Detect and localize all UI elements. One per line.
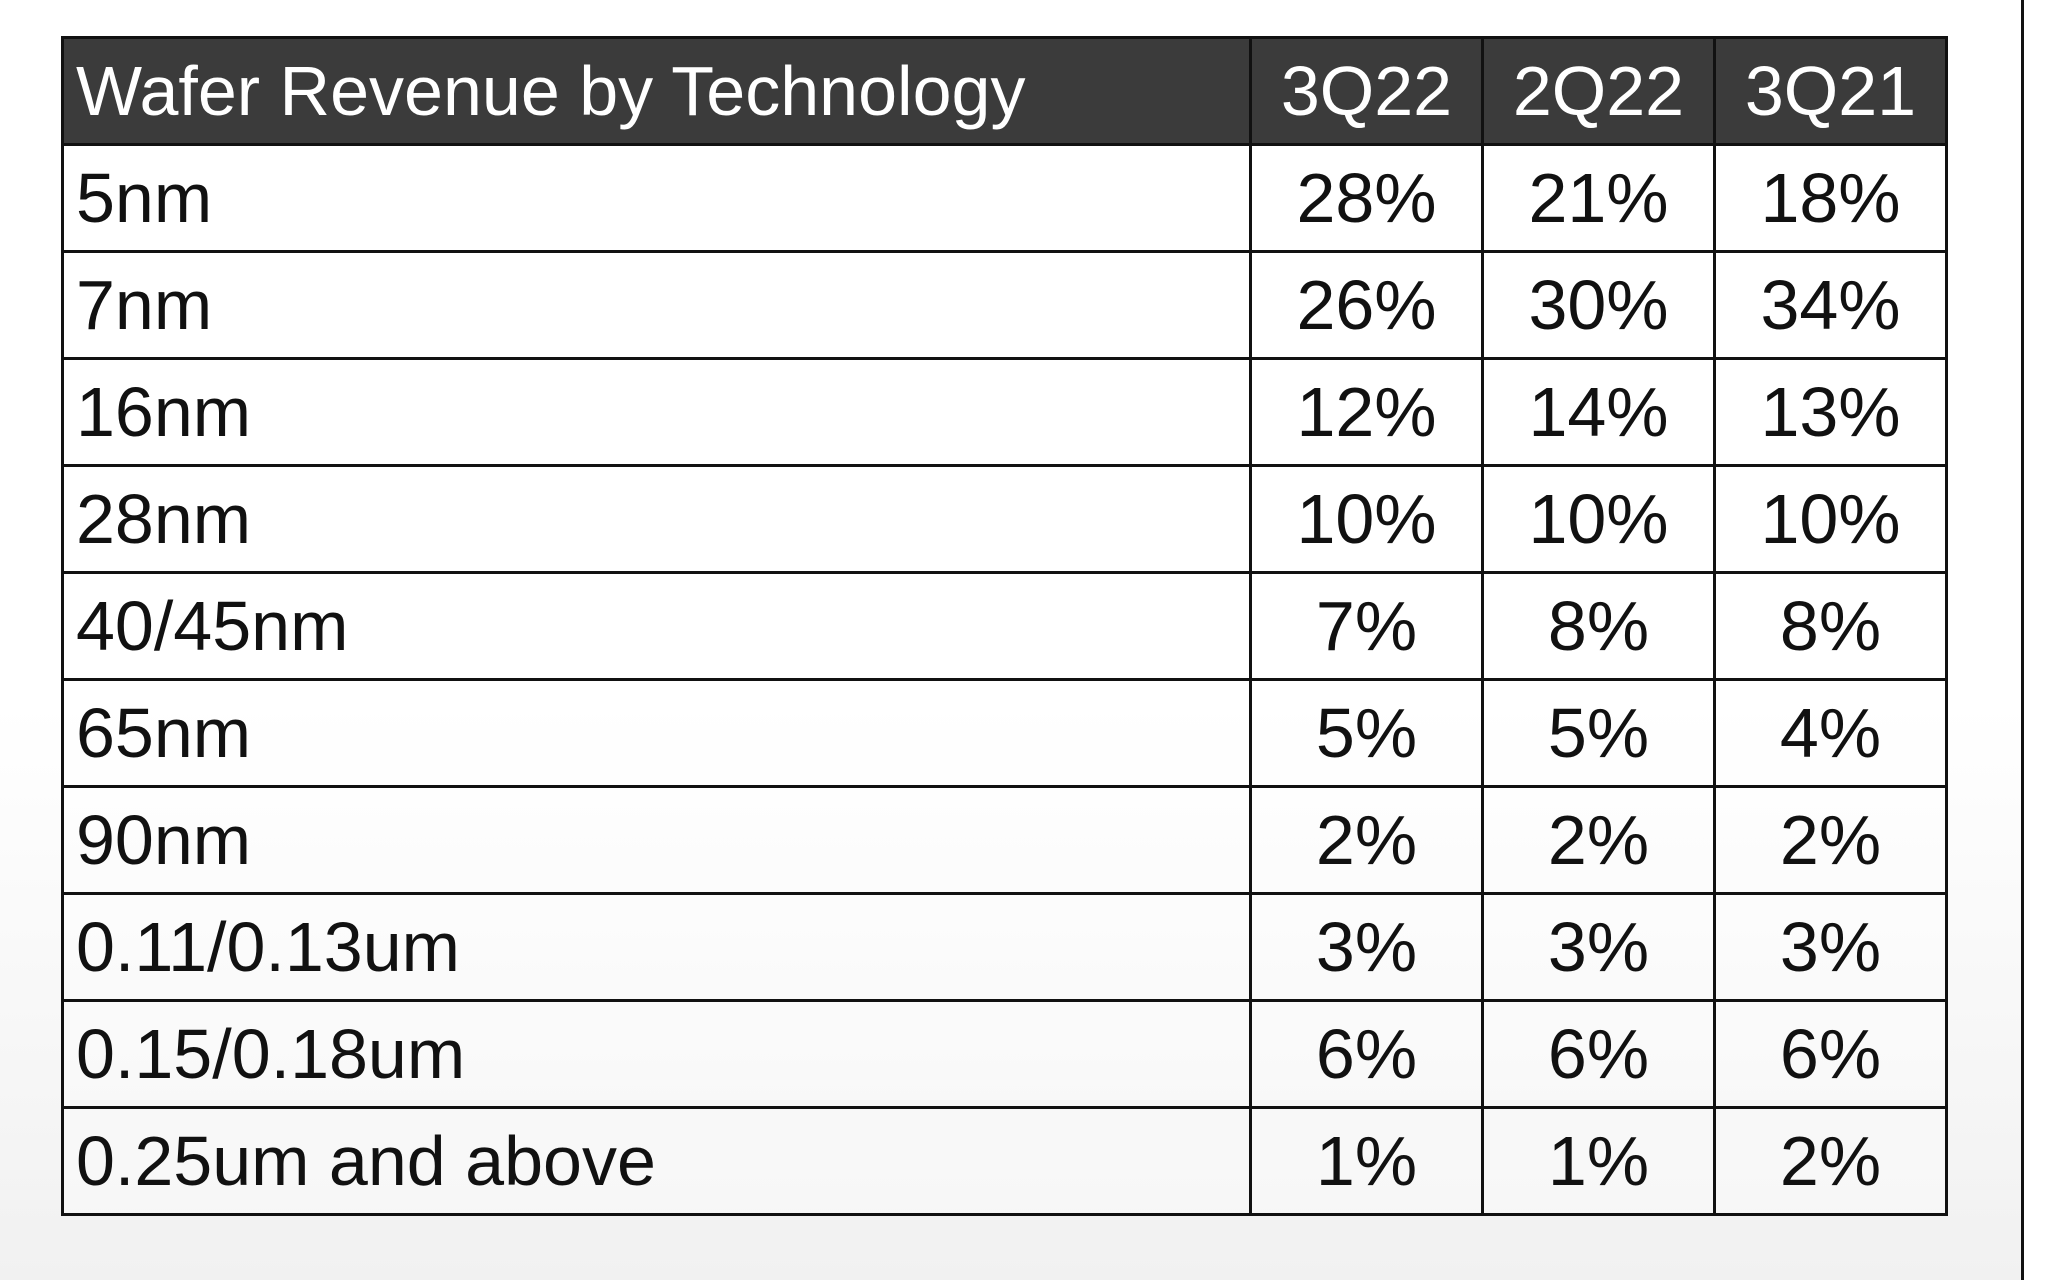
technology-cell: 5nm xyxy=(61,143,1252,253)
value-cell-3q22: 26% xyxy=(1249,250,1484,360)
table-row: 90nm 2% 2% 2% xyxy=(61,785,1948,895)
header-quarter-2q22: 2Q22 xyxy=(1481,36,1716,146)
table-row: 0.11/0.13um 3% 3% 3% xyxy=(61,892,1948,1002)
value-cell-3q21: 18% xyxy=(1713,143,1948,253)
value-cell-2q22: 1% xyxy=(1481,1106,1716,1216)
value-cell-2q22: 2% xyxy=(1481,785,1716,895)
technology-cell: 90nm xyxy=(61,785,1252,895)
value-cell-3q22: 10% xyxy=(1249,464,1484,574)
value-cell-3q22: 3% xyxy=(1249,892,1484,1002)
technology-cell: 0.25um and above xyxy=(61,1106,1252,1216)
table-row: 5nm 28% 21% 18% xyxy=(61,143,1948,253)
value-cell-3q21: 3% xyxy=(1713,892,1948,1002)
value-cell-2q22: 3% xyxy=(1481,892,1716,1002)
table-row: 7nm 26% 30% 34% xyxy=(61,250,1948,360)
wafer-revenue-table: Wafer Revenue by Technology 3Q22 2Q22 3Q… xyxy=(61,36,1948,1216)
table-body: 5nm 28% 21% 18% 7nm 26% 30% 34% 16nm 12%… xyxy=(61,143,1948,1216)
value-cell-3q22: 5% xyxy=(1249,678,1484,788)
technology-cell: 28nm xyxy=(61,464,1252,574)
technology-cell: 65nm xyxy=(61,678,1252,788)
value-cell-3q21: 8% xyxy=(1713,571,1948,681)
header-quarter-3q21: 3Q21 xyxy=(1713,36,1948,146)
value-cell-2q22: 5% xyxy=(1481,678,1716,788)
technology-cell: 40/45nm xyxy=(61,571,1252,681)
vertical-divider xyxy=(2021,0,2024,1280)
value-cell-3q21: 6% xyxy=(1713,999,1948,1109)
value-cell-3q21: 4% xyxy=(1713,678,1948,788)
table-row: 16nm 12% 14% 13% xyxy=(61,357,1948,467)
table-header-row: Wafer Revenue by Technology 3Q22 2Q22 3Q… xyxy=(61,36,1948,146)
value-cell-3q22: 12% xyxy=(1249,357,1484,467)
header-title: Wafer Revenue by Technology xyxy=(61,36,1252,146)
value-cell-3q22: 1% xyxy=(1249,1106,1484,1216)
value-cell-3q21: 13% xyxy=(1713,357,1948,467)
value-cell-2q22: 30% xyxy=(1481,250,1716,360)
value-cell-2q22: 6% xyxy=(1481,999,1716,1109)
value-cell-3q22: 2% xyxy=(1249,785,1484,895)
technology-cell: 7nm xyxy=(61,250,1252,360)
technology-cell: 16nm xyxy=(61,357,1252,467)
right-margin xyxy=(2024,0,2048,1280)
value-cell-3q21: 10% xyxy=(1713,464,1948,574)
value-cell-2q22: 21% xyxy=(1481,143,1716,253)
value-cell-2q22: 14% xyxy=(1481,357,1716,467)
table-row: 28nm 10% 10% 10% xyxy=(61,464,1948,574)
value-cell-3q22: 6% xyxy=(1249,999,1484,1109)
technology-cell: 0.15/0.18um xyxy=(61,999,1252,1109)
technology-cell: 0.11/0.13um xyxy=(61,892,1252,1002)
value-cell-3q21: 2% xyxy=(1713,785,1948,895)
header-quarter-3q22: 3Q22 xyxy=(1249,36,1484,146)
value-cell-3q21: 2% xyxy=(1713,1106,1948,1216)
table-row: 40/45nm 7% 8% 8% xyxy=(61,571,1948,681)
value-cell-2q22: 8% xyxy=(1481,571,1716,681)
table-row: 0.25um and above 1% 1% 2% xyxy=(61,1106,1948,1216)
value-cell-3q22: 7% xyxy=(1249,571,1484,681)
table-row: 65nm 5% 5% 4% xyxy=(61,678,1948,788)
value-cell-3q22: 28% xyxy=(1249,143,1484,253)
table-row: 0.15/0.18um 6% 6% 6% xyxy=(61,999,1948,1109)
value-cell-3q21: 34% xyxy=(1713,250,1948,360)
value-cell-2q22: 10% xyxy=(1481,464,1716,574)
